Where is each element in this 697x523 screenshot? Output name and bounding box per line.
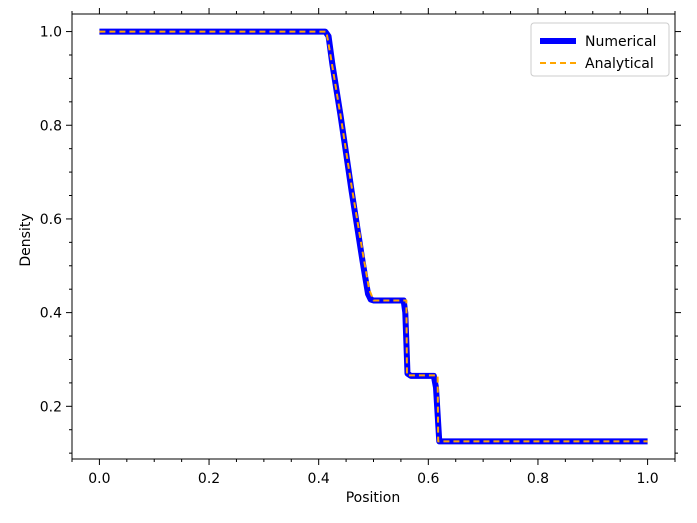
legend-label-analytical: Analytical bbox=[585, 56, 654, 72]
x-tick-label: 0.2 bbox=[198, 471, 220, 487]
y-tick-label: 1.0 bbox=[40, 25, 62, 41]
x-axis-label: Position bbox=[346, 490, 401, 506]
y-axis-ticks: 0.2 0.4 0.6 0.8 1.0 bbox=[40, 25, 681, 454]
x-axis-ticks: 0.0 0.2 0.4 0.6 0.8 1.0 bbox=[71, 8, 676, 487]
y-tick-label: 0.6 bbox=[40, 212, 62, 228]
y-tick-label: 0.8 bbox=[40, 118, 62, 134]
y-tick-label: 0.2 bbox=[40, 399, 62, 415]
x-tick-label: 0.4 bbox=[308, 471, 330, 487]
x-tick-label: 0.8 bbox=[527, 471, 549, 487]
x-tick-label: 0.0 bbox=[88, 471, 110, 487]
plot-frame bbox=[71, 13, 676, 460]
plot-lines bbox=[99, 28, 648, 445]
series-line-numerical bbox=[99, 28, 648, 445]
x-tick-label: 0.6 bbox=[417, 471, 439, 487]
y-axis-label: Density bbox=[18, 213, 34, 266]
series-line-analytical bbox=[99, 30, 648, 443]
legend-label-numerical: Numerical bbox=[585, 34, 656, 50]
x-tick-label: 1.0 bbox=[636, 471, 658, 487]
y-tick-label: 0.4 bbox=[40, 306, 62, 322]
legend: Numerical Analytical bbox=[530, 22, 670, 77]
